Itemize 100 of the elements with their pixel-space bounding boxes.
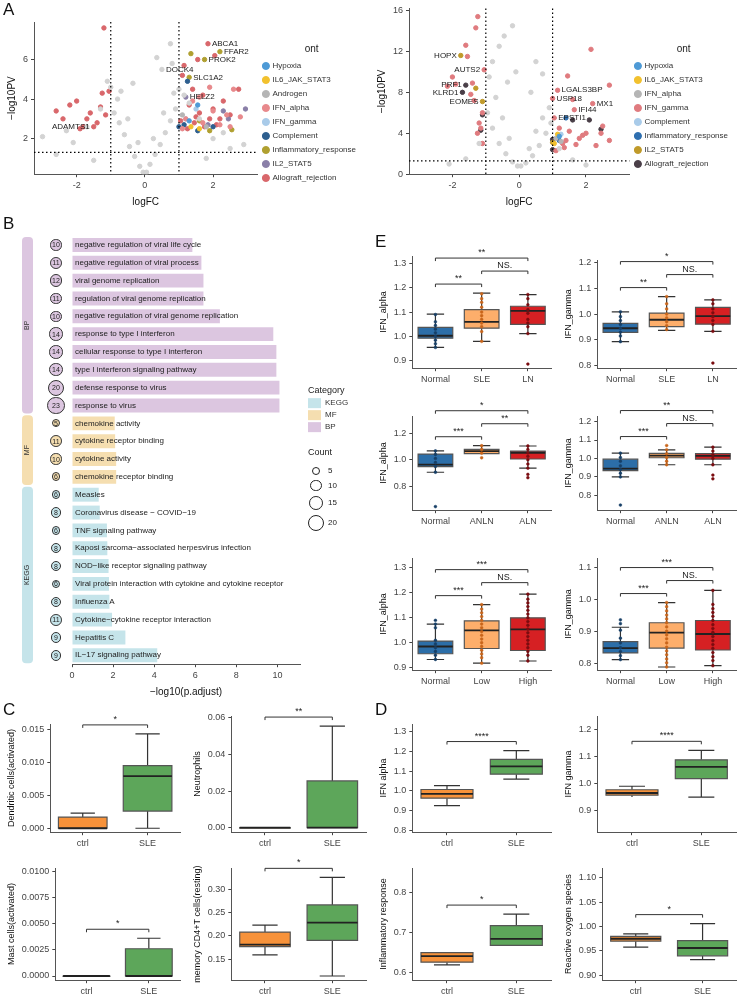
y-tick-label: 1.0: [393, 330, 407, 341]
y-tick-label: 0.9: [393, 805, 407, 816]
legend-label: Complement: [272, 131, 319, 141]
annotation: NS.: [682, 412, 698, 423]
chart-title: B: [3, 214, 15, 234]
annotation: NS.: [682, 263, 698, 274]
y-tick-label: 0.9: [578, 805, 592, 816]
y-tick-label: Influenza A: [75, 596, 116, 606]
annotation: **: [501, 412, 509, 423]
y-axis-title: IFN gamma: [562, 750, 573, 798]
annotation: MX1: [596, 98, 614, 108]
y-tick-label: Measles: [75, 489, 105, 499]
y-tick-label: 1.0: [393, 637, 407, 648]
annotation: ***: [638, 425, 650, 436]
chart-title: E: [375, 232, 387, 252]
x-tick-label: High: [518, 676, 538, 687]
annotation: NS.: [497, 260, 513, 271]
y-tick-label: negative regulation of viral process: [75, 257, 199, 267]
y-tick-label: 1.0: [578, 452, 592, 463]
legend-label: Complement: [644, 117, 691, 127]
y-tick-label: 0.8: [578, 489, 592, 500]
legend-label: Allograft_rejection: [272, 173, 337, 183]
y-tick-label: cytokine receptor binding: [75, 436, 164, 446]
annotation: LGALS3BP: [561, 85, 603, 95]
y-tick-label: 1.2: [393, 427, 407, 438]
x-tick-label: ctrl: [258, 986, 271, 997]
y-tick-label: 0.6: [393, 966, 407, 977]
y-tick-label: NOD−like receptor signaling pathway: [75, 561, 207, 571]
y-tick-label: 0.015: [21, 723, 45, 734]
text: *: [296, 857, 301, 868]
y-tick-label: 1.3: [393, 562, 407, 573]
y-tick-label: 0.8: [578, 360, 592, 371]
y-tick-label: TNF signaling pathway: [75, 525, 157, 535]
legend-label: Allograft_rejection: [644, 159, 709, 169]
y-tick-label: 4: [398, 127, 404, 138]
legend-title: ont: [304, 42, 319, 54]
y-tick-label: 0.9: [578, 334, 592, 345]
y-tick-label: 0.0050: [21, 918, 50, 929]
x-tick-label: ANLN: [469, 516, 494, 527]
annotation: FFAR2: [223, 46, 250, 56]
y-tick-label: 0.8: [393, 480, 407, 491]
x-tick-label: ctrl: [440, 986, 453, 997]
y-tick-label: 0.8: [578, 658, 592, 669]
y-tick-label: 0.9: [393, 662, 407, 673]
y-tick-label: 0.06: [207, 712, 226, 723]
y-tick-label: response to type I interferon: [75, 329, 175, 339]
chart-title: D: [375, 700, 388, 720]
y-tick-label: 2: [22, 133, 29, 144]
x-tick-label: ctrl: [625, 838, 638, 849]
x-tick-label: ctrl: [76, 838, 89, 849]
y-tick-label: 0.8: [393, 886, 407, 897]
x-tick-label: 8: [233, 670, 239, 681]
y-tick-label: 1.10: [578, 872, 597, 883]
y-axis-title: memory CD4+T cells(resting): [191, 865, 202, 983]
y-tick-label: viral genome replication: [75, 275, 160, 285]
legend-label: MF: [325, 410, 337, 420]
annotation: ****: [474, 730, 490, 741]
annotation: AUTS2: [454, 65, 481, 75]
text: 10: [328, 480, 337, 490]
y-tick-label: negative regulation of viral life cycle: [75, 240, 202, 250]
y-tick-label: 1.3: [393, 726, 407, 737]
annotation: *: [115, 918, 120, 929]
y-tick-label: 0.000: [21, 822, 45, 833]
y-tick-label: response to virus: [75, 400, 136, 410]
legend-label: Inflammatory_response: [272, 145, 357, 155]
legend-label: IFN_alpha: [644, 89, 682, 99]
legend-label: KEGG: [325, 398, 349, 408]
y-tick-label: type I interferon signaling pathway: [75, 365, 197, 375]
x-tick-label: Normal: [420, 516, 450, 527]
y-tick-label: 0.0100: [21, 865, 50, 876]
y-tick-label: 0.010: [21, 756, 45, 767]
x-tick-label: Normal: [420, 676, 450, 687]
y-tick-label: 16: [393, 4, 404, 15]
x-tick-label: ALN: [519, 516, 537, 527]
text: *: [479, 399, 484, 410]
y-axis-title: IFN_gamma: [562, 289, 573, 339]
y-tick-label: 0.8: [393, 824, 407, 835]
x-tick-label: ctrl: [80, 986, 93, 997]
annotation: ***: [638, 582, 650, 593]
y-tick-label: negative regulation of viral genome replication: [75, 311, 239, 321]
x-axis-title: logFC: [132, 195, 160, 207]
legend-label: IL6_JAK_STAT3: [272, 75, 332, 85]
y-tick-label: 4: [22, 93, 29, 104]
y-tick-label: 0.15: [207, 953, 226, 964]
y-axis-title: IFN_alpha: [377, 593, 388, 635]
chart-title: A: [3, 0, 15, 20]
y-tick-label: Coronavirus disease − COVID−19: [75, 507, 197, 517]
chart-title: C: [3, 700, 16, 720]
annotation: *: [664, 250, 669, 261]
x-tick-label: Normal: [605, 374, 635, 385]
y-tick-label: 8: [398, 86, 404, 97]
y-tick-label: 1.1: [578, 282, 592, 293]
x-tick-label: SLE: [692, 838, 710, 849]
annotation: **: [295, 706, 303, 717]
y-tick-label: Kaposi sarcoma−associated herpesvirus infection: [75, 543, 251, 553]
annotation: HOPX: [434, 50, 458, 60]
x-tick-label: Low: [473, 676, 491, 687]
y-tick-label: 0.95: [578, 945, 597, 956]
y-axis-title: Mast cells(activated): [5, 883, 16, 966]
annotation: PROK2: [208, 54, 237, 64]
